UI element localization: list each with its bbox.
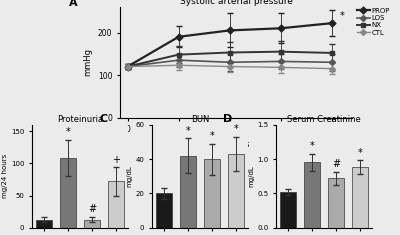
Bar xyxy=(36,219,52,228)
Text: D: D xyxy=(223,114,232,124)
Title: Serum Creatinine: Serum Creatinine xyxy=(287,115,361,124)
Text: *: * xyxy=(210,131,214,141)
Title: Proteinuria: Proteinuria xyxy=(57,115,103,124)
Bar xyxy=(280,192,296,228)
Text: *: * xyxy=(358,148,362,158)
Text: *: * xyxy=(186,126,190,136)
Y-axis label: mg/24 hours: mg/24 hours xyxy=(2,154,8,198)
Text: *: * xyxy=(339,11,344,21)
Bar xyxy=(180,156,196,228)
Title: Systolic arterial pressure: Systolic arterial pressure xyxy=(180,0,292,6)
Text: A: A xyxy=(69,0,78,8)
Y-axis label: mg/dL: mg/dL xyxy=(126,165,132,187)
Text: *: * xyxy=(66,127,70,137)
Bar xyxy=(228,154,244,228)
Bar xyxy=(60,158,76,228)
Title: BUN: BUN xyxy=(191,115,209,124)
Text: #: # xyxy=(88,204,96,214)
Legend: PROP, LOS, NX, CTL: PROP, LOS, NX, CTL xyxy=(354,5,393,39)
Bar xyxy=(352,167,368,228)
X-axis label: Weeks: Weeks xyxy=(222,140,250,149)
Text: *: * xyxy=(310,141,314,151)
Y-axis label: mg/dL: mg/dL xyxy=(248,165,254,187)
Bar xyxy=(108,181,124,228)
Text: +: + xyxy=(112,155,120,164)
Text: *: * xyxy=(234,124,238,134)
Bar xyxy=(304,162,320,228)
Bar xyxy=(84,219,100,228)
Bar xyxy=(204,159,220,228)
Bar xyxy=(328,178,344,228)
Text: C: C xyxy=(99,114,107,124)
Y-axis label: mmHg: mmHg xyxy=(83,48,92,76)
Text: #: # xyxy=(332,159,340,169)
Bar xyxy=(156,193,172,228)
